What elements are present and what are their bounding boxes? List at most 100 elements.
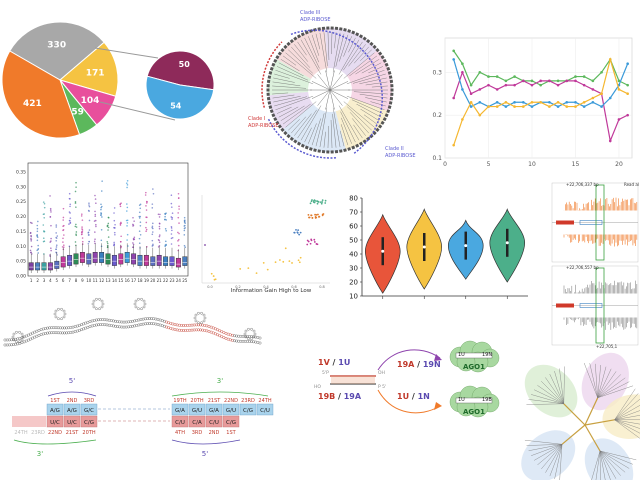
- scatter-point: [284, 247, 287, 250]
- box-outlier: [100, 214, 102, 216]
- line-point: [626, 62, 629, 66]
- rna-nucleotide: [14, 342, 18, 346]
- box-outlier: [177, 212, 179, 214]
- line-point: [582, 105, 586, 108]
- radial-leaf: [589, 363, 598, 398]
- rna-loop: [202, 313, 206, 317]
- clade-sector: [346, 50, 393, 112]
- box-outlier: [113, 212, 115, 214]
- clade-iii-label: Clade III: [300, 10, 320, 16]
- box-outlier: [81, 240, 84, 243]
- rna-loop: [11, 335, 15, 339]
- rna-nucleotide: [3, 338, 7, 342]
- scatter-point: [312, 200, 315, 202]
- strand-end: 5'P: [322, 370, 329, 376]
- box-outlier: [145, 221, 148, 224]
- rna-loop: [142, 305, 146, 309]
- pie-main-slice: [58, 41, 119, 97]
- line-plot-area: [444, 37, 633, 159]
- tree-leaf: [266, 84, 270, 88]
- tree-branch: [329, 74, 343, 91]
- box-xtick: 11: [93, 278, 99, 283]
- tree-branch: [352, 118, 366, 136]
- tree-branch: [315, 113, 325, 147]
- rna-nucleotide: [107, 318, 111, 322]
- tree-branch: [319, 32, 328, 73]
- arrow-head: [434, 402, 442, 410]
- rna-nucleotide: [235, 339, 239, 343]
- box-body: [67, 254, 73, 266]
- base-box-label: C/G: [84, 420, 94, 426]
- base-box-label: G/C: [84, 408, 94, 414]
- box-outlier: [95, 223, 97, 226]
- radial-leaf: [528, 444, 563, 451]
- genome-feature: [579, 220, 603, 225]
- line-point: [582, 83, 586, 87]
- tree-leaf: [273, 117, 278, 122]
- prime-label: 5': [202, 450, 208, 458]
- rna-nucleotide: [105, 318, 109, 322]
- box-outlier: [133, 236, 136, 239]
- scatter-xtick: 0.4: [263, 285, 269, 289]
- box-outlier: [30, 235, 32, 238]
- rna-loop: [53, 312, 57, 316]
- line-point: [548, 79, 551, 83]
- box-body: [79, 252, 85, 263]
- tree-branch: [273, 96, 301, 103]
- box-outlier: [75, 186, 77, 188]
- box-outlier: [158, 241, 161, 244]
- box-outlier: [100, 239, 103, 242]
- prime-label: 5': [69, 377, 75, 385]
- rna-nucleotide: [247, 335, 251, 338]
- box-outlier: [165, 229, 168, 232]
- tree-branch: [343, 41, 363, 71]
- box-outlier: [114, 223, 116, 226]
- rna-nucleotide: [150, 317, 154, 320]
- position-label: 24TH: [258, 398, 271, 404]
- rna-nucleotide: [186, 329, 190, 332]
- clade-sector: [276, 28, 329, 79]
- box-outlier: [119, 241, 122, 243]
- scatter-point: [288, 260, 291, 263]
- ago1-panel: 1V / 1U 19B / 19A 19A / 19N 1U / 1N 5'P OH HO P…: [314, 340, 500, 418]
- box-outlier: [125, 219, 128, 222]
- line-point: [591, 100, 595, 104]
- rna-nucleotide: [128, 320, 132, 324]
- box-outlier: [164, 218, 166, 221]
- tree-branch: [339, 130, 345, 147]
- box-outlier: [164, 228, 167, 230]
- rna-nucleotide: [237, 339, 241, 343]
- base-box-label: A/G: [67, 408, 77, 414]
- tree-leaf: [277, 51, 282, 56]
- box-outlier: [94, 198, 97, 200]
- rna-nucleotide: [60, 326, 64, 330]
- tree-branch: [329, 89, 349, 99]
- box-ytick: 0.30: [16, 184, 26, 190]
- box-outlier: [144, 194, 147, 196]
- line-point: [626, 92, 629, 96]
- box-outlier: [94, 231, 96, 233]
- rna-nucleotide: [67, 331, 71, 335]
- box-body: [150, 256, 156, 266]
- ago1-label-top-left: 1V / 1U: [318, 358, 350, 367]
- box-outlier: [126, 203, 128, 205]
- tree-leaf: [390, 84, 394, 88]
- clade-iii-sub: ADP-RIBOSE: [300, 17, 331, 23]
- scatter-point: [315, 243, 318, 245]
- tree-leaf: [372, 44, 377, 50]
- base-box-faint: [12, 416, 46, 427]
- box-outlier: [62, 219, 64, 221]
- box-outlier: [114, 233, 116, 236]
- radial-branch: [563, 403, 586, 426]
- rna-nucleotide: [101, 318, 105, 321]
- scatter-point: [298, 233, 301, 236]
- base-box: [171, 415, 189, 428]
- box-outlier: [50, 249, 52, 252]
- rna-nucleotide: [201, 323, 205, 327]
- box-outlier: [101, 205, 103, 208]
- ago1-label-top-right: 19A / 19N: [397, 360, 441, 369]
- rna-nucleotide: [101, 323, 105, 326]
- box-outlier: [74, 225, 77, 228]
